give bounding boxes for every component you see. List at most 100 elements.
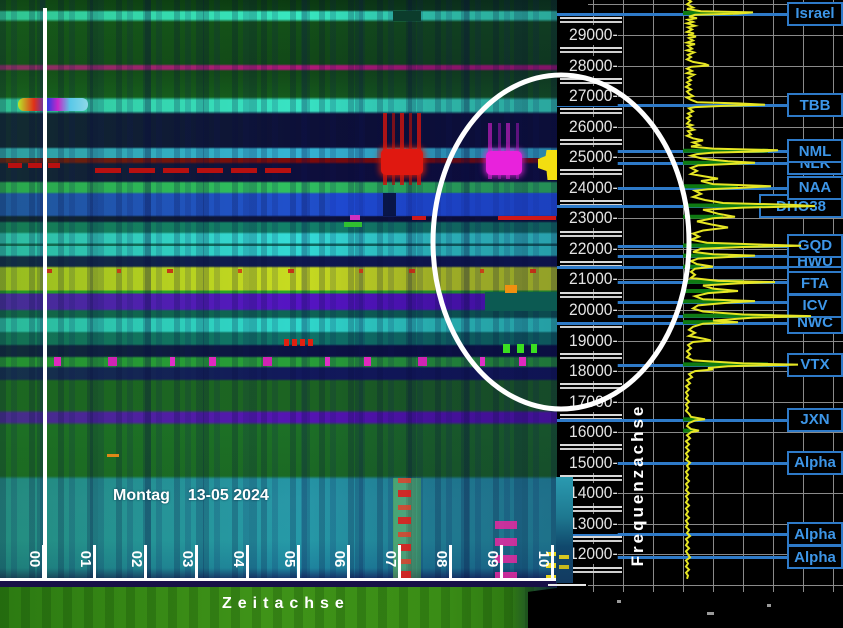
freq-tick-label: 29000- xyxy=(557,25,618,45)
grid-line-h xyxy=(588,309,843,311)
station-label: Alpha xyxy=(787,450,843,475)
freq-minor-tick xyxy=(560,169,622,176)
time-tick-label: 04 xyxy=(230,550,248,568)
time-axis-band xyxy=(0,587,557,628)
freq-tick-label: 16000- xyxy=(557,422,618,443)
station-label: TBB xyxy=(787,93,843,118)
grid-line-h xyxy=(588,126,843,128)
grid-line-h xyxy=(588,4,843,6)
freq-minor-tick xyxy=(560,444,622,451)
grid-line-h xyxy=(588,65,843,67)
time-tick-mark xyxy=(92,545,96,578)
time-tick-label: 02 xyxy=(128,550,146,568)
grid-line-h xyxy=(588,35,843,36)
time-tick-mark xyxy=(449,545,453,578)
time-tick-label: 05 xyxy=(281,550,298,568)
freq-minor-tick xyxy=(560,352,622,359)
freq-tick-label: 27000- xyxy=(557,86,618,107)
time-tick-mark xyxy=(500,545,504,578)
date-weekday: Montag xyxy=(113,487,170,504)
time-axis-baseline xyxy=(0,578,557,581)
time-tick-mark xyxy=(245,545,249,578)
station-label: JXN xyxy=(787,407,843,432)
waterfall-tint-overlay xyxy=(0,0,557,578)
time-tick-label: 06 xyxy=(331,550,349,568)
speck xyxy=(707,612,714,615)
station-label: NAA xyxy=(787,175,843,200)
time-tick-mark xyxy=(194,545,198,578)
grid-line-v xyxy=(773,0,774,592)
spectrum-panel: 29000- 28000- 27000- 26000- 25000- 24000- 2300… xyxy=(557,0,843,628)
highlight-ellipse xyxy=(430,72,692,412)
time-tick-label: 08 xyxy=(433,550,451,568)
date-label: Montag 13-05 2024 xyxy=(113,487,269,509)
waterfall-spectrogram xyxy=(0,0,557,578)
station-label: NML xyxy=(787,139,843,164)
freq-minor-tick xyxy=(560,474,622,481)
freq-minor-tick xyxy=(560,47,622,54)
freq-minor-tick xyxy=(560,566,622,573)
speck xyxy=(767,604,771,607)
grid-line-v xyxy=(653,0,654,592)
spectrum-trace xyxy=(683,0,816,580)
freq-tick-label: 25000- xyxy=(557,147,618,168)
grid-line-h xyxy=(588,371,843,373)
time-tick-mark xyxy=(143,545,147,578)
freq-minor-tick xyxy=(560,16,622,23)
freq-tick-label: 22000- xyxy=(557,238,618,259)
grid-line-h xyxy=(588,401,843,403)
grid-line-v xyxy=(743,0,744,592)
time-axis-title: Zeitachse xyxy=(222,595,350,612)
speck xyxy=(617,600,621,603)
bottom-dark-strip xyxy=(0,581,557,587)
time-tick-label: 03 xyxy=(179,550,197,568)
freq-minor-tick xyxy=(560,200,622,207)
freq-minor-tick xyxy=(560,383,622,390)
freq-minor-tick xyxy=(560,413,622,420)
time-tick-mark xyxy=(398,545,402,578)
time-tick-mark xyxy=(296,545,300,578)
time-tick-label: 07 xyxy=(382,550,400,568)
freq-minor-tick xyxy=(560,505,622,512)
grid-line-h xyxy=(588,96,843,98)
freq-tick-label: 20000- xyxy=(557,299,618,320)
time-tick-label: 01 xyxy=(77,550,95,568)
freq-minor-tick xyxy=(560,322,622,329)
station-line xyxy=(557,104,843,108)
waterfall-streaks-overlay xyxy=(0,0,557,578)
freq-tick-label: 23000- xyxy=(557,208,618,229)
date-value: 13-05 2024 xyxy=(187,487,269,504)
freq-tick-label: 26000- xyxy=(557,116,618,137)
waterfall-corner-overlap xyxy=(556,477,573,583)
freq-minor-tick xyxy=(560,108,622,115)
grid-line-h xyxy=(588,584,843,586)
freq-minor-tick xyxy=(560,536,622,543)
spectrum-trace-line xyxy=(683,0,816,580)
freq-tick-label: 18000- xyxy=(557,361,618,382)
freq-tick-label: 15000- xyxy=(557,452,618,473)
grid-line-v xyxy=(713,0,714,592)
station-line xyxy=(557,186,843,190)
station-line xyxy=(557,556,843,560)
time-tick-label: 09 xyxy=(484,550,502,568)
grid-line-h xyxy=(588,493,843,495)
freq-tick-label: 19000- xyxy=(557,330,618,351)
freq-minor-tick xyxy=(560,261,622,268)
freq-minor-tick xyxy=(560,230,622,237)
yellow-dots xyxy=(559,555,569,577)
time-tick-mark xyxy=(347,545,351,578)
grid-line-h xyxy=(588,432,843,434)
freq-tick-label: 28000- xyxy=(557,55,618,76)
grid-line-h xyxy=(588,554,843,556)
station-line xyxy=(557,533,843,537)
time-tick-mark xyxy=(551,545,554,578)
station-label: Alpha xyxy=(787,545,843,570)
freq-minor-tick xyxy=(560,138,622,145)
midnight-cursor-line xyxy=(43,8,47,579)
time-tick-label: 00 xyxy=(26,550,44,568)
grid-line-v xyxy=(623,0,624,592)
white-dash xyxy=(548,584,586,586)
station-label: ICV xyxy=(787,293,843,318)
freq-tick-label: 21000- xyxy=(557,269,618,290)
